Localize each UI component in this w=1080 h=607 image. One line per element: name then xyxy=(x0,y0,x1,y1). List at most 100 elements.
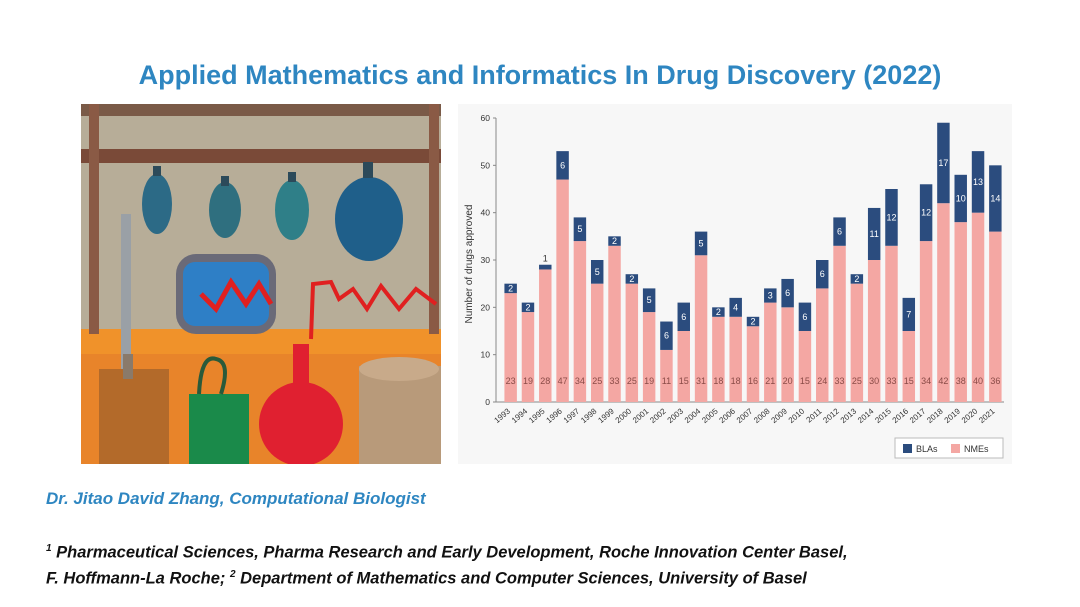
bla-bar xyxy=(989,165,1002,232)
nme-value-label: 16 xyxy=(748,376,758,386)
nme-value-label: 40 xyxy=(973,376,983,386)
nme-value-label: 36 xyxy=(990,376,1000,386)
bla-bar xyxy=(937,122,950,204)
bla-value-label: 6 xyxy=(681,312,686,322)
bla-bar xyxy=(590,260,604,284)
bla-value-label: 14 xyxy=(990,193,1000,203)
nme-value-label: 18 xyxy=(713,376,723,386)
nme-bar xyxy=(902,331,916,402)
bla-bar xyxy=(919,184,933,242)
affiliation-2-text: Department of Mathematics and Computer S… xyxy=(235,569,807,587)
nme-bar xyxy=(504,293,517,402)
nme-bar xyxy=(746,326,760,402)
bla-bar xyxy=(798,302,812,331)
bla-value-label: 2 xyxy=(854,274,859,284)
y-tick-label: 30 xyxy=(481,255,491,265)
bla-bar xyxy=(694,231,708,256)
nme-bar xyxy=(867,260,881,402)
bla-value-label: 5 xyxy=(647,295,652,305)
bla-value-label: 6 xyxy=(820,269,825,279)
bla-bar xyxy=(781,278,794,308)
bla-value-label: 2 xyxy=(716,307,721,317)
nme-value-label: 34 xyxy=(575,376,585,386)
bla-bar xyxy=(764,288,777,303)
nme-bar xyxy=(539,269,552,402)
bla-bar xyxy=(539,264,552,270)
bla-bar xyxy=(902,297,916,331)
bla-value-label: 10 xyxy=(956,193,966,203)
bla-bar xyxy=(833,217,846,246)
y-tick-label: 60 xyxy=(481,113,491,123)
nme-bar xyxy=(954,222,967,402)
nme-value-label: 33 xyxy=(610,376,620,386)
nme-bar xyxy=(798,331,812,402)
bla-bar xyxy=(642,288,656,313)
affiliation-2-marker: 2 xyxy=(229,568,236,580)
nme-value-label: 19 xyxy=(523,376,533,386)
bla-bar xyxy=(608,236,621,246)
nme-bar xyxy=(937,203,950,402)
nme-bar xyxy=(608,245,621,402)
nme-bar xyxy=(677,331,690,402)
nme-bar xyxy=(885,245,898,402)
legend-swatch-nmes xyxy=(951,444,960,453)
affiliation-1b-text: F. Hoffmann-La Roche; xyxy=(46,569,230,587)
author-line: Dr. Jitao David Zhang, Computational Bio… xyxy=(46,489,426,508)
nme-value-label: 11 xyxy=(662,376,671,386)
nme-value-label: 25 xyxy=(852,376,862,386)
y-axis-label: Number of drugs approved xyxy=(464,205,475,324)
affiliation-line-2: F. Hoffmann-La Roche; 2 Department of Ma… xyxy=(46,564,1056,590)
nme-bar xyxy=(625,283,639,402)
bla-bar xyxy=(867,207,881,260)
nme-value-label: 20 xyxy=(783,376,793,386)
nme-bar xyxy=(816,288,829,402)
nme-bar xyxy=(781,307,794,402)
lab-painting-image xyxy=(81,104,441,464)
bla-bar xyxy=(954,174,967,223)
nme-value-label: 38 xyxy=(956,376,966,386)
y-tick-label: 20 xyxy=(481,302,491,312)
nme-value-label: 25 xyxy=(592,376,602,386)
bla-value-label: 5 xyxy=(577,224,582,234)
bla-value-label: 6 xyxy=(785,288,790,298)
bla-value-label: 5 xyxy=(595,267,600,277)
y-tick-label: 0 xyxy=(485,397,490,407)
bla-bar xyxy=(677,302,690,331)
nme-value-label: 15 xyxy=(904,376,914,386)
bla-bar xyxy=(850,274,864,284)
nme-bar xyxy=(833,245,846,402)
nme-value-label: 30 xyxy=(869,376,879,386)
bla-bar xyxy=(660,321,673,350)
bla-bar xyxy=(885,189,898,246)
lab-flask-painting-icon xyxy=(81,104,441,464)
nme-value-label: 25 xyxy=(627,376,637,386)
affiliation-line-1: 1 Pharmaceutical Sciences, Pharma Resear… xyxy=(46,538,1056,564)
drug-approvals-chart: Number of drugs approved 0 10 20 30 40 50 60 2… xyxy=(458,104,1012,464)
nme-value-label: 33 xyxy=(886,376,896,386)
legend-swatch-blas xyxy=(903,444,912,453)
legend-label-nmes: NMEs xyxy=(964,444,989,454)
nme-bar xyxy=(729,316,742,402)
y-tick-label: 50 xyxy=(481,160,491,170)
bla-value-label: 11 xyxy=(870,229,879,239)
bla-value-label: 5 xyxy=(699,238,704,248)
bla-value-label: 6 xyxy=(837,227,842,237)
bla-value-label: 7 xyxy=(906,309,911,319)
bla-bar xyxy=(746,316,760,327)
y-tick-label: 40 xyxy=(481,208,491,218)
bla-value-label: 4 xyxy=(733,302,738,312)
nme-value-label: 24 xyxy=(817,376,827,386)
bla-value-label: 6 xyxy=(802,312,807,322)
nme-bar xyxy=(573,241,587,402)
bla-value-label: 13 xyxy=(973,177,983,187)
bla-value-label: 12 xyxy=(921,208,931,218)
nme-value-label: 34 xyxy=(921,376,931,386)
bla-bar xyxy=(971,151,985,213)
nme-value-label: 15 xyxy=(679,376,689,386)
bla-bar xyxy=(573,217,587,242)
nme-value-label: 23 xyxy=(506,376,516,386)
nme-value-label: 28 xyxy=(540,376,550,386)
nme-value-label: 33 xyxy=(835,376,845,386)
nme-bar xyxy=(590,283,604,402)
nme-bar xyxy=(660,349,673,402)
